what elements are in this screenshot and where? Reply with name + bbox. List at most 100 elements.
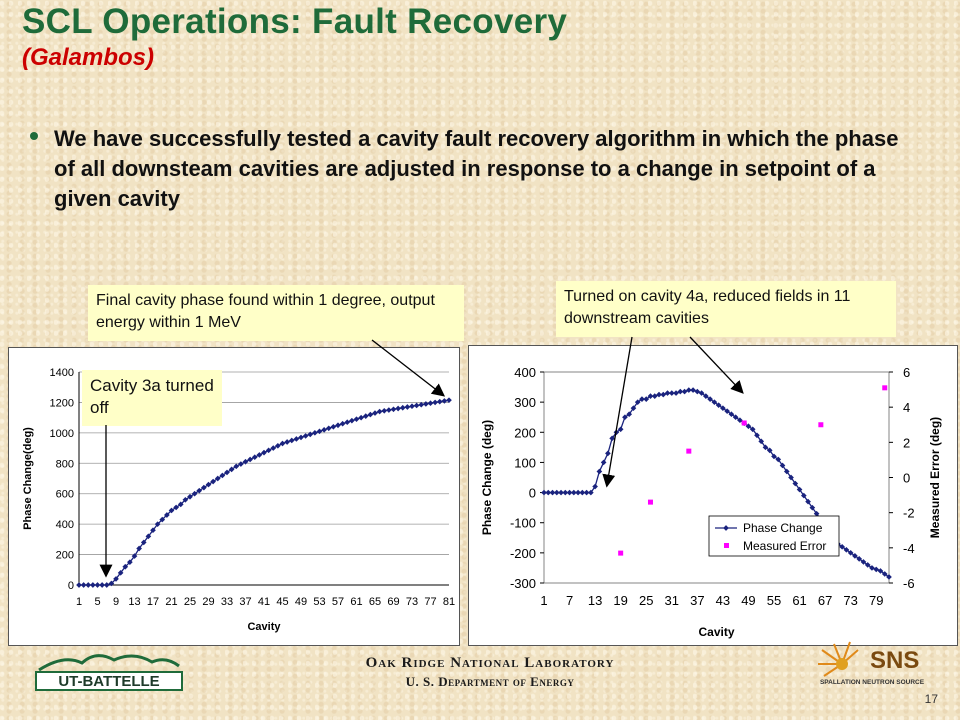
- phase-change-point: [788, 474, 794, 481]
- measured-error-point: [647, 499, 653, 505]
- data-point: [427, 400, 434, 407]
- data-point: [423, 401, 429, 407]
- y-tick-label: 1200: [50, 397, 74, 409]
- legend-marker-error: [724, 543, 729, 548]
- legend-box: [708, 515, 840, 557]
- y-tick-label: 100: [514, 455, 536, 470]
- phase-change-point: [783, 468, 790, 475]
- x-tick-label: 53: [313, 596, 325, 608]
- data-point: [335, 422, 341, 429]
- data-point: [94, 582, 101, 588]
- x-tick-label: 21: [165, 596, 177, 608]
- x-tick-label: 49: [295, 596, 307, 608]
- x-tick-label: 57: [332, 596, 344, 608]
- x-tick-label: 61: [350, 596, 362, 608]
- data-point: [90, 582, 96, 588]
- phase-change-point: [562, 489, 569, 496]
- data-point: [362, 413, 369, 419]
- phase-change-point: [809, 504, 816, 511]
- legend-marker-phase: [723, 525, 729, 531]
- data-point: [164, 512, 170, 518]
- measured-error-point: [618, 550, 624, 556]
- data-point: [214, 475, 221, 482]
- data-point: [284, 439, 290, 445]
- x-tick-label: 73: [843, 593, 857, 608]
- data-point: [219, 472, 226, 479]
- data-point: [99, 582, 105, 588]
- page-number: 17: [924, 692, 938, 706]
- data-point: [316, 428, 323, 435]
- bullet-point: We have successfully tested a cavity fau…: [30, 124, 916, 214]
- data-point: [376, 408, 383, 415]
- data-point: [187, 493, 193, 500]
- phase-change-point: [847, 550, 854, 556]
- data-point: [270, 445, 277, 451]
- data-point: [136, 545, 142, 552]
- x-tick-label: 13: [128, 596, 140, 608]
- phase-change-point: [579, 489, 586, 496]
- x-tick-label: 55: [767, 593, 781, 608]
- phase-change-point: [852, 553, 858, 559]
- data-point: [76, 582, 82, 588]
- phase-change-point: [886, 574, 892, 580]
- phase-change-point: [592, 483, 598, 490]
- data-point: [367, 411, 374, 418]
- y-tick-label: 600: [56, 489, 74, 501]
- phase-change-point: [566, 489, 573, 496]
- y2-tick-label: 6: [903, 365, 910, 380]
- phase-change-point: [766, 447, 773, 454]
- data-point: [201, 484, 207, 491]
- data-point: [85, 582, 92, 588]
- x-tick-label: 33: [221, 596, 233, 608]
- data-point: [265, 447, 272, 454]
- phase-change-point: [728, 411, 735, 418]
- phase-change-point: [869, 565, 875, 571]
- x-tick-label: 73: [406, 596, 418, 608]
- bullet-icon: [30, 132, 38, 140]
- phase-change-point: [643, 396, 650, 402]
- data-point: [293, 436, 300, 442]
- data-point: [358, 414, 364, 421]
- data-point: [191, 490, 198, 497]
- phase-change-point: [860, 559, 867, 565]
- y-tick-label: 400: [514, 365, 536, 380]
- data-point: [228, 466, 235, 473]
- data-point: [275, 442, 281, 449]
- phase-change-point: [796, 486, 803, 493]
- y-tick-label: 0: [529, 486, 536, 501]
- x-tick-label: 25: [639, 593, 653, 608]
- x-tick-label: 41: [258, 596, 270, 608]
- x-tick-label: 65: [369, 596, 381, 608]
- x-tick-label: 7: [566, 593, 573, 608]
- data-point: [182, 496, 189, 503]
- slide-subtitle: (Galambos): [22, 44, 155, 71]
- phase-change-point: [754, 432, 760, 439]
- data-point: [205, 481, 212, 488]
- y-tick-label: 800: [56, 458, 74, 470]
- y-tick-label: 400: [56, 519, 74, 531]
- x-axis-title: Cavity: [698, 625, 734, 639]
- ut-battelle-text: UT-BATTELLE: [58, 673, 159, 690]
- sns-subtext: SPALLATION NEUTRON SOURCE: [820, 679, 925, 686]
- measured-error-point: [686, 448, 692, 454]
- data-point: [386, 407, 392, 413]
- x-tick-label: 61: [792, 593, 806, 608]
- right-chart: -300 -200 -100 0 100 200 300 400 -6 -4 -2 0 2 4 6 1 7 13 1…: [468, 345, 958, 646]
- data-point: [349, 417, 355, 424]
- bullet-text: We have successfully tested a cavity fau…: [54, 126, 899, 211]
- y-tick-label: 1400: [50, 367, 74, 379]
- data-point: [196, 487, 203, 494]
- phase-change-point: [856, 556, 863, 562]
- phase-change-point: [800, 492, 807, 499]
- legend-label-phase: Phase Change: [743, 521, 823, 535]
- measured-error-point: [818, 422, 824, 428]
- x-tick-label: 17: [147, 596, 159, 608]
- callout-cavity-off: Cavity 3a turned off: [82, 370, 222, 426]
- y-tick-label: 0: [68, 580, 74, 592]
- y2-tick-label: -4: [903, 541, 915, 556]
- data-point: [242, 458, 249, 465]
- data-point: [353, 416, 360, 422]
- x-tick-label: 37: [239, 596, 251, 608]
- phase-change-point: [545, 489, 552, 496]
- lab-name: Oak Ridge National Laboratory: [365, 655, 615, 671]
